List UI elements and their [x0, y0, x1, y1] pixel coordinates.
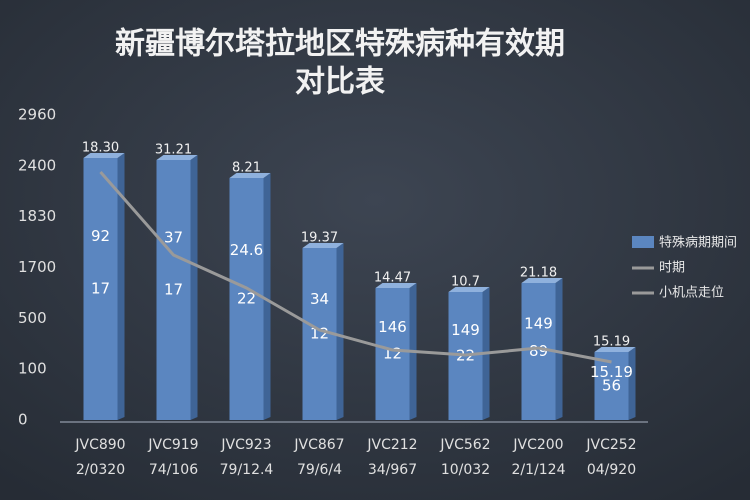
bar-label: 19.37	[301, 231, 338, 246]
x-tick-label: JVC562	[439, 437, 490, 453]
bar-label: 56	[602, 377, 621, 395]
bar-label: 22	[237, 290, 256, 308]
x-tick-label: JVC923	[220, 437, 271, 453]
x-tick-label: JVC200	[512, 437, 563, 453]
bar-label: 37	[164, 229, 183, 247]
bar-side	[555, 278, 563, 420]
bar-label: 14.47	[374, 271, 411, 286]
x-tick-sublabel: 04/920	[587, 462, 636, 478]
bar-top	[229, 173, 271, 178]
bar-label: 8.21	[232, 161, 261, 176]
bar-label: 12	[310, 325, 329, 343]
x-tick-label: JVC212	[366, 437, 417, 453]
legend-label: 特殊病期期间	[659, 236, 737, 251]
bar	[594, 352, 629, 420]
y-tick-label: 100	[18, 360, 47, 378]
bar-side	[263, 173, 271, 420]
legend-label: 时期	[659, 261, 685, 276]
bar-label: 21.18	[520, 266, 557, 281]
x-tick-sublabel: 34/967	[368, 462, 417, 478]
x-tick-label: JVC867	[293, 437, 344, 453]
chart-title: 新疆博尔塔拉地区特殊病种有效期	[115, 27, 565, 62]
x-tick-label: JVC919	[147, 437, 198, 453]
bar-label: 34	[310, 290, 329, 308]
bar-label: 15.19	[590, 363, 633, 381]
bar-side	[117, 153, 125, 420]
bar-label: 149	[451, 321, 480, 339]
bar-label: 18.30	[82, 141, 119, 156]
x-tick-label: JVC252	[585, 437, 636, 453]
y-tick-label: 0	[18, 411, 28, 429]
chart-title: 对比表	[295, 65, 385, 100]
x-tick-sublabel: 79/12.4	[220, 462, 274, 478]
legend-label: 小机点走位	[659, 286, 724, 301]
bar-label: 17	[164, 281, 183, 299]
bar-label: 92	[91, 227, 110, 245]
bar-top	[448, 287, 490, 292]
line	[99, 171, 612, 364]
x-tick-label: JVC890	[74, 437, 125, 453]
bar	[375, 288, 410, 420]
bar	[83, 158, 118, 420]
y-tick-label: 2960	[18, 106, 56, 124]
bar-label: 31.21	[155, 143, 192, 158]
bar-side	[336, 243, 344, 420]
bar-top	[83, 153, 125, 158]
x-tick-sublabel: 2/0320	[76, 462, 125, 478]
bar-side	[190, 155, 198, 420]
bar	[229, 178, 264, 420]
bar-label: 15.19	[593, 335, 630, 350]
bar	[156, 160, 191, 420]
bar-top	[375, 283, 417, 288]
bar-top	[156, 155, 198, 160]
y-tick-label: 1830	[18, 207, 56, 225]
legend-swatch	[632, 236, 654, 248]
bar-label: 149	[524, 315, 553, 333]
bar-side	[628, 347, 636, 420]
x-tick-sublabel: 2/1/124	[512, 462, 566, 478]
bar-label: 24.6	[230, 241, 263, 259]
x-tick-sublabel: 74/106	[149, 462, 198, 478]
y-tick-label: 2400	[18, 156, 56, 174]
bar-label: 89	[529, 342, 548, 360]
y-tick-label: 1700	[18, 258, 56, 276]
bar-top	[302, 243, 344, 248]
bar-label: 17	[91, 280, 110, 298]
y-tick-label: 500	[18, 309, 47, 327]
bar-label: 10.7	[451, 275, 480, 290]
bar-top	[521, 278, 563, 283]
x-tick-sublabel: 79/6/4	[297, 462, 342, 478]
bar-top	[594, 347, 636, 352]
x-tick-sublabel: 10/032	[441, 462, 490, 478]
bar-label: 146	[378, 318, 407, 336]
